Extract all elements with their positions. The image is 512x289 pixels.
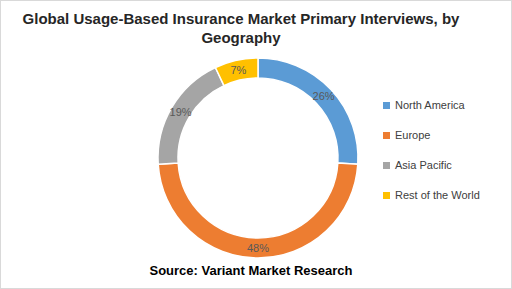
svg-text:19%: 19% [170, 106, 192, 118]
html-text:North America: North America [395, 99, 465, 111]
html-text:Source: Variant Market Researc: Source: Variant Market Research [149, 263, 353, 278]
html-text:Europe: Europe [395, 129, 431, 141]
html-text:Rest of the World: Rest of the World [395, 189, 480, 201]
html-text:Global Usage-Based Insurance M: Global Usage-Based Insurance Market Prim… [22, 10, 460, 46]
svg-text:26%: 26% [313, 90, 335, 102]
svg-text:7%: 7% [230, 64, 246, 76]
html-text:Asia Pacific: Asia Pacific [395, 159, 452, 171]
svg-text:48%: 48% [247, 242, 269, 254]
